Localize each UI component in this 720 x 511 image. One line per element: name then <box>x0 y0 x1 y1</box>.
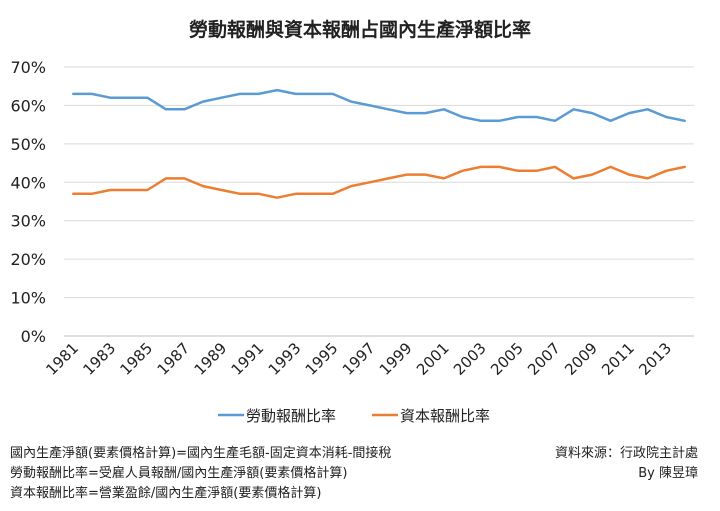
x-tick-label: 1995 <box>302 339 342 379</box>
legend: 勞動報酬比率 資本報酬比率 <box>218 407 490 425</box>
x-tick-label: 1981 <box>42 339 82 379</box>
y-tick-label: 70% <box>10 58 46 77</box>
x-tick-label: 1989 <box>191 339 231 379</box>
y-axis: 0% 10% 20% 30% 40% 50% 60% 70% <box>10 58 46 346</box>
x-tick-label: 2009 <box>561 339 601 379</box>
plot-area <box>72 88 686 199</box>
x-axis: 1981198319851987198919911993199519971999… <box>42 339 675 379</box>
author-text: By 陳昱璋 <box>638 466 698 481</box>
legend-label: 勞動報酬比率 <box>246 407 336 425</box>
x-tick-label: 2007 <box>524 339 564 379</box>
x-tick-label: 1985 <box>116 339 156 379</box>
x-tick-label: 2011 <box>598 339 638 379</box>
x-tick-label: 1993 <box>265 339 305 379</box>
x-tick-label: 2001 <box>413 339 453 379</box>
chart-title: 勞動報酬與資本報酬占國內生產淨額比率 <box>189 18 531 41</box>
source-text: 資料來源：行政院主計處 <box>554 446 698 461</box>
x-tick-label: 1987 <box>154 339 194 379</box>
note-line: 勞動報酬比率=受雇人員報酬/國內生產淨額(要素價格計算) <box>10 466 348 481</box>
credits: 資料來源：行政院主計處 By 陳昱璋 <box>555 444 698 484</box>
series-line-1 <box>72 88 686 123</box>
y-tick-label: 20% <box>10 250 46 269</box>
x-tick-label: 2005 <box>487 339 527 379</box>
series-line-2 <box>72 165 686 199</box>
notes: 國內生產淨額(要素價格計算)=國內生產毛額-固定資本消耗-間接稅 勞動報酬比率=… <box>10 444 391 504</box>
y-tick-label: 50% <box>10 135 46 154</box>
gridlines <box>64 66 694 337</box>
note-line: 資本報酬比率=營業盈餘/國內生產淨額(要素價格計算) <box>10 486 322 501</box>
y-tick-label: 0% <box>21 327 46 346</box>
line-chart: 勞動報酬與資本報酬占國內生產淨額比率 0% 10% 20% 30% 40% 50% 60% 7… <box>10 18 694 425</box>
y-tick-label: 60% <box>10 96 46 115</box>
y-tick-label: 40% <box>10 173 46 192</box>
y-tick-label: 10% <box>10 289 46 308</box>
x-tick-label: 1999 <box>376 339 416 379</box>
x-tick-label: 2003 <box>450 339 490 379</box>
note-line: 國內生產淨額(要素價格計算)=國內生產毛額-固定資本消耗-間接稅 <box>10 446 392 461</box>
x-tick-label: 1991 <box>228 339 268 379</box>
legend-label: 資本報酬比率 <box>400 407 490 425</box>
x-tick-label: 2013 <box>635 339 675 379</box>
x-tick-label: 1983 <box>79 339 119 379</box>
x-tick-label: 1997 <box>339 339 379 379</box>
y-tick-label: 30% <box>10 212 46 231</box>
